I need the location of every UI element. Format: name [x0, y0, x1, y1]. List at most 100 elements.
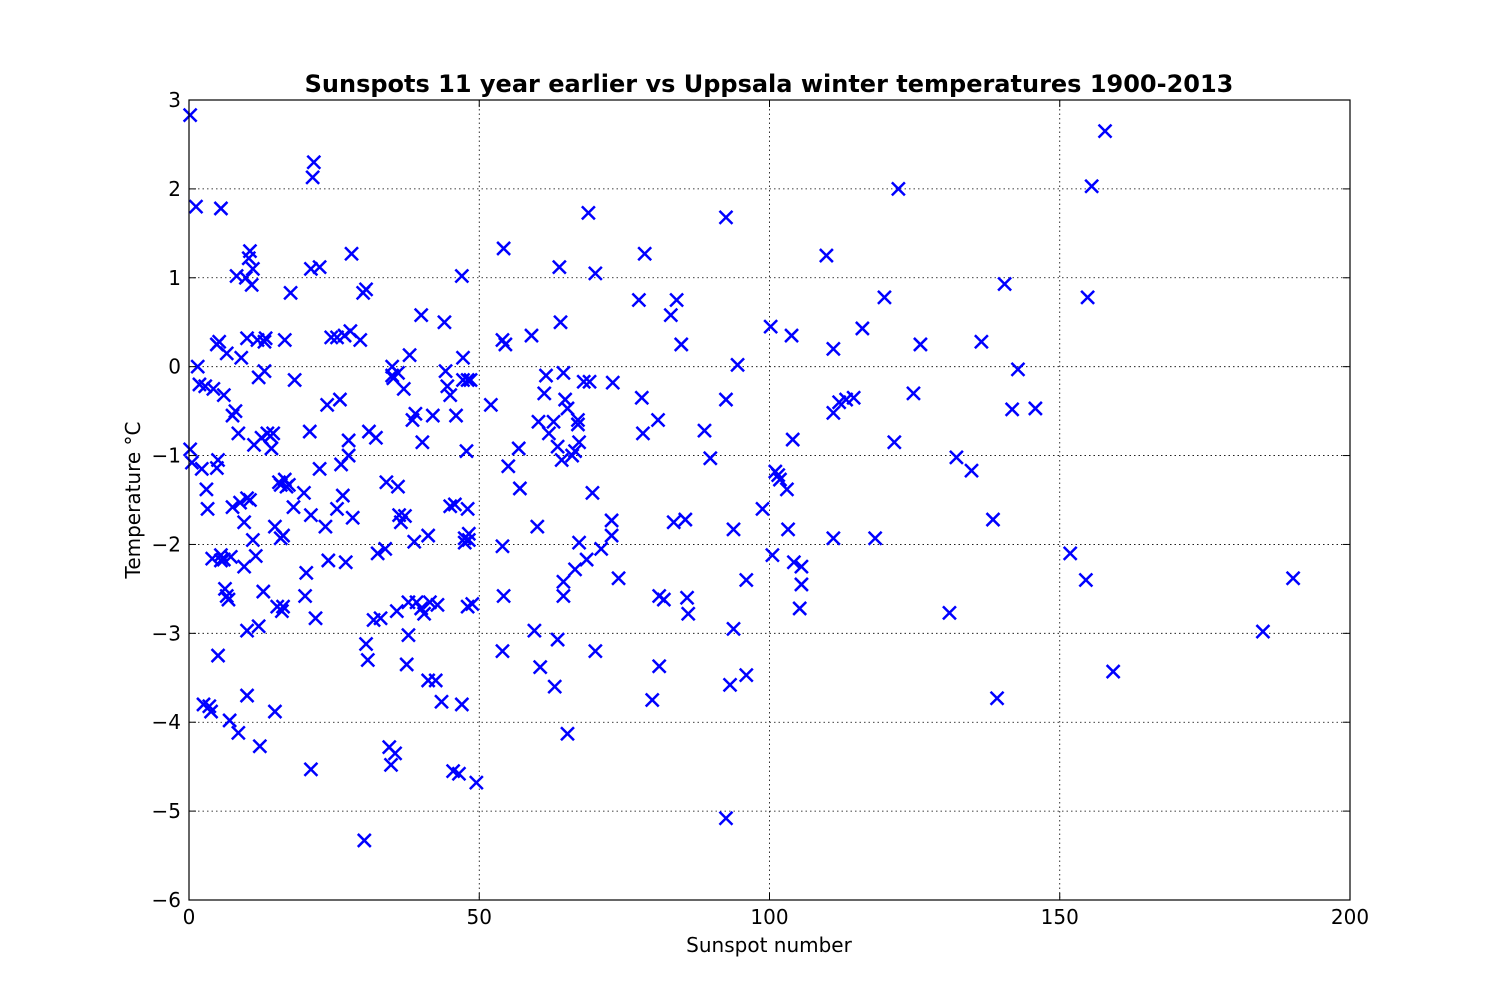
data-point: [794, 559, 809, 575]
data-point: [702, 450, 718, 466]
data-point: [406, 534, 422, 550]
data-point: [303, 507, 319, 523]
data-point: [329, 501, 345, 517]
data-point: [275, 599, 291, 615]
data-point: [219, 588, 235, 604]
data-point: [297, 588, 313, 604]
data-point: [451, 766, 467, 782]
data-point: [786, 554, 802, 570]
data-point: [358, 636, 374, 652]
data-point: [239, 623, 255, 639]
data-point: [437, 314, 452, 330]
data-point: [585, 485, 600, 501]
data-point: [402, 347, 417, 363]
data-point: [397, 508, 413, 524]
data-point: [570, 417, 586, 432]
data-point: [867, 530, 883, 546]
data-point: [323, 329, 339, 345]
data-point: [571, 434, 587, 450]
data-point: [389, 603, 405, 619]
data-point: [819, 248, 834, 263]
data-point: [669, 292, 685, 308]
data-point: [368, 430, 384, 446]
data-point: [341, 433, 357, 448]
data-point: [319, 397, 335, 413]
data-point: [604, 513, 619, 528]
data-point: [556, 588, 571, 604]
data-point: [428, 673, 444, 688]
data-point: [216, 387, 232, 403]
data-point: [454, 697, 470, 712]
data-point: [399, 657, 415, 672]
data-point: [780, 521, 796, 537]
data-point: [245, 261, 261, 277]
data-point: [265, 425, 281, 441]
y-tick-label: −1: [152, 444, 181, 468]
data-point: [233, 350, 249, 366]
data-point: [495, 538, 510, 554]
data-point: [890, 181, 906, 197]
data-point: [401, 627, 416, 643]
data-point: [308, 610, 323, 626]
data-point: [677, 512, 693, 527]
data-point: [464, 596, 480, 612]
data-point: [556, 365, 571, 381]
data-point: [765, 547, 780, 563]
data-point: [1062, 545, 1078, 561]
data-point: [194, 461, 210, 477]
data-point: [637, 246, 653, 262]
data-point: [554, 452, 570, 468]
data-point: [877, 289, 892, 305]
data-point: [538, 368, 554, 383]
data-point: [556, 574, 571, 590]
data-point: [785, 432, 801, 447]
data-point: [390, 479, 406, 495]
data-point: [251, 618, 267, 634]
data-point: [546, 414, 561, 430]
data-point: [188, 199, 204, 215]
data-point: [283, 285, 298, 301]
data-point: [461, 532, 477, 548]
data-point: [414, 434, 430, 450]
data-point: [287, 372, 303, 388]
data-point: [511, 441, 527, 456]
data-point: [460, 372, 476, 388]
data-point: [718, 209, 734, 225]
data-point: [341, 448, 357, 463]
data-point: [222, 713, 238, 728]
data-point: [997, 276, 1012, 292]
data-point: [205, 381, 221, 397]
data-point: [680, 606, 696, 622]
x-axis-label: Sunspot number: [686, 933, 852, 957]
data-point: [236, 559, 252, 575]
y-tick-label: −2: [152, 532, 181, 556]
data-point: [726, 521, 741, 537]
data-point: [197, 378, 213, 394]
data-point: [497, 337, 513, 352]
data-point: [634, 390, 650, 406]
data-point: [524, 328, 539, 343]
data-point: [248, 548, 264, 564]
data-point: [303, 761, 319, 777]
data-point: [567, 443, 583, 459]
data-point: [213, 553, 229, 568]
data-point: [722, 677, 738, 693]
data-point: [854, 321, 870, 336]
data-point: [257, 334, 272, 350]
data-point: [461, 526, 477, 542]
data-point: [335, 488, 351, 503]
data-point: [604, 528, 619, 543]
data-point: [223, 549, 239, 565]
data-point: [547, 679, 563, 695]
data-point: [825, 530, 841, 546]
y-tick-label: 3: [168, 88, 181, 112]
data-point: [560, 401, 575, 416]
data-point: [825, 405, 841, 421]
data-point: [697, 423, 712, 439]
data-point: [738, 667, 754, 683]
data-point: [792, 601, 808, 616]
data-point: [949, 449, 964, 465]
data-point: [1080, 289, 1095, 305]
